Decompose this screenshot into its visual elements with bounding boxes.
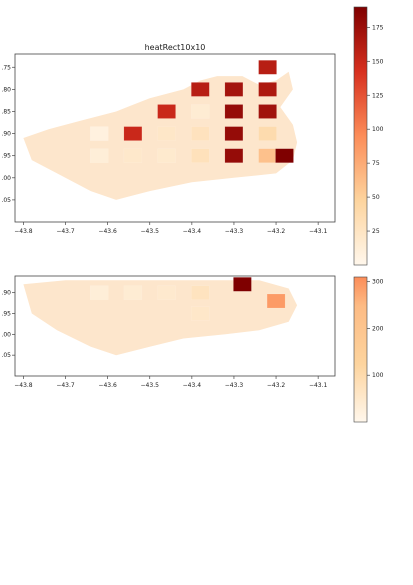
colorbar-tick-label: 100 bbox=[372, 126, 384, 133]
heat-cell bbox=[191, 306, 210, 321]
heat-cell bbox=[258, 60, 277, 75]
heat-cell bbox=[224, 104, 244, 119]
heat-cell bbox=[224, 82, 244, 97]
colorbar-tick-label: 200 bbox=[372, 325, 384, 332]
y-tick-label: .80 bbox=[1, 86, 11, 93]
heat-cell bbox=[258, 104, 277, 119]
y-tick-label: .05 bbox=[1, 197, 11, 204]
heat-cell bbox=[123, 148, 143, 163]
y-tick-label: .90 bbox=[1, 290, 11, 297]
x-tick-label: −43.8 bbox=[14, 382, 33, 389]
x-tick-label: −43.4 bbox=[183, 228, 202, 235]
heat-cell bbox=[224, 126, 244, 141]
heat-cell bbox=[258, 126, 277, 141]
heat-cell bbox=[191, 126, 210, 141]
heat-cell bbox=[157, 285, 176, 300]
heat-cell bbox=[157, 126, 176, 141]
heat-cell bbox=[258, 82, 277, 97]
colorbar-gradient bbox=[353, 276, 368, 423]
x-tick-label: −43.7 bbox=[56, 228, 75, 235]
x-tick-label: −43.1 bbox=[309, 382, 328, 389]
x-tick-label: −43.2 bbox=[267, 228, 286, 235]
colorbar-tick-label: 300 bbox=[372, 279, 384, 286]
x-tick-label: −43.5 bbox=[141, 228, 160, 235]
colorbar-tick-label: 75 bbox=[372, 160, 380, 167]
heat-cell bbox=[191, 148, 210, 163]
heat-cell bbox=[123, 285, 143, 300]
x-tick-label: −43.5 bbox=[141, 382, 160, 389]
heat-cell bbox=[89, 126, 109, 141]
y-tick-label: .90 bbox=[1, 131, 11, 138]
colorbar-ticks: 25 50 75 100 125 150 175 bbox=[367, 24, 384, 235]
x-tick-label: −43.7 bbox=[56, 382, 75, 389]
colorbar-tick-label: 125 bbox=[372, 92, 384, 99]
y-tick-label: .75 bbox=[1, 64, 11, 71]
x-tick-label: −43.3 bbox=[225, 228, 244, 235]
heat-cell bbox=[224, 148, 244, 163]
colorbar-gradient bbox=[353, 6, 368, 266]
heat-cell bbox=[266, 293, 286, 309]
heat-cell bbox=[157, 104, 176, 119]
x-tick-label: −43.1 bbox=[309, 228, 328, 235]
heat-cell bbox=[157, 148, 176, 163]
heat-cells bbox=[89, 277, 286, 321]
heat-cells bbox=[89, 60, 294, 163]
y-tick-label: .85 bbox=[1, 108, 11, 115]
heatmap-chart-2: −43.8 −43.7 −43.6 −43.5 −43.4 −43.3 −43.2 −43.1… bbox=[1, 275, 336, 389]
colorbar-tick-label: 100 bbox=[372, 372, 384, 379]
colorbar-tick-label: 50 bbox=[372, 194, 380, 201]
heat-cell bbox=[191, 285, 210, 300]
heat-cell bbox=[89, 148, 109, 163]
heat-cell bbox=[191, 82, 210, 97]
heat-cell bbox=[275, 148, 294, 163]
y-tick-label: .05 bbox=[1, 352, 11, 359]
heat-cell bbox=[89, 285, 109, 300]
x-tick-label: −43.6 bbox=[98, 382, 117, 389]
heat-cell bbox=[191, 104, 210, 119]
colorbar-2: 100 200 300 bbox=[353, 276, 384, 423]
y-axis-ticks: .75 .80 .85 .90 .95 .00 .05 bbox=[1, 64, 15, 204]
y-axis-ticks: .90 .95 .00 .05 bbox=[1, 290, 15, 359]
heat-cell bbox=[123, 126, 143, 141]
x-tick-label: −43.2 bbox=[267, 382, 286, 389]
colorbar-tick-label: 150 bbox=[372, 58, 384, 65]
colorbar-tick-label: 25 bbox=[372, 228, 380, 235]
y-tick-label: .00 bbox=[1, 175, 11, 182]
x-tick-label: −43.8 bbox=[14, 228, 33, 235]
chart-title: heatRect10x10 bbox=[145, 43, 206, 52]
y-tick-label: .00 bbox=[1, 331, 11, 338]
colorbar-tick-label: 175 bbox=[372, 24, 384, 31]
x-axis-ticks: −43.8 −43.7 −43.6 −43.5 −43.4 −43.3 −43.2 −43.1 bbox=[14, 222, 328, 235]
x-tick-label: −43.4 bbox=[183, 382, 202, 389]
colorbar-ticks: 100 200 300 bbox=[367, 279, 384, 379]
x-tick-label: −43.3 bbox=[225, 382, 244, 389]
colorbar-1: 25 50 75 100 125 150 175 bbox=[353, 6, 384, 266]
heatmap-chart-1: heatRect10x10 −43.8 −43.7 −43.6 −43.5 −43.4−… bbox=[1, 43, 336, 235]
y-tick-label: .95 bbox=[1, 153, 11, 160]
heat-cell bbox=[233, 277, 252, 292]
x-tick-label: −43.6 bbox=[98, 228, 117, 235]
y-tick-label: .95 bbox=[1, 311, 11, 318]
x-axis-ticks: −43.8 −43.7 −43.6 −43.5 −43.4 −43.3 −43.2 −43.1 bbox=[14, 376, 328, 389]
heat-cell bbox=[258, 148, 277, 163]
